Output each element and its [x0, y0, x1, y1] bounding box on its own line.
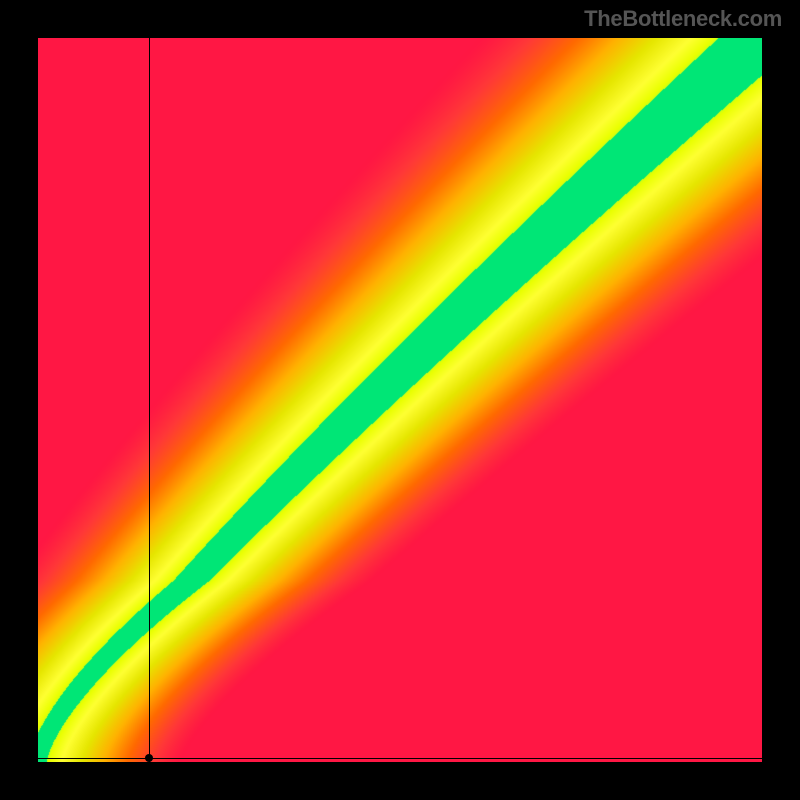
heatmap-canvas	[38, 38, 762, 762]
watermark-text: TheBottleneck.com	[584, 6, 782, 32]
heatmap-plot	[38, 38, 762, 762]
